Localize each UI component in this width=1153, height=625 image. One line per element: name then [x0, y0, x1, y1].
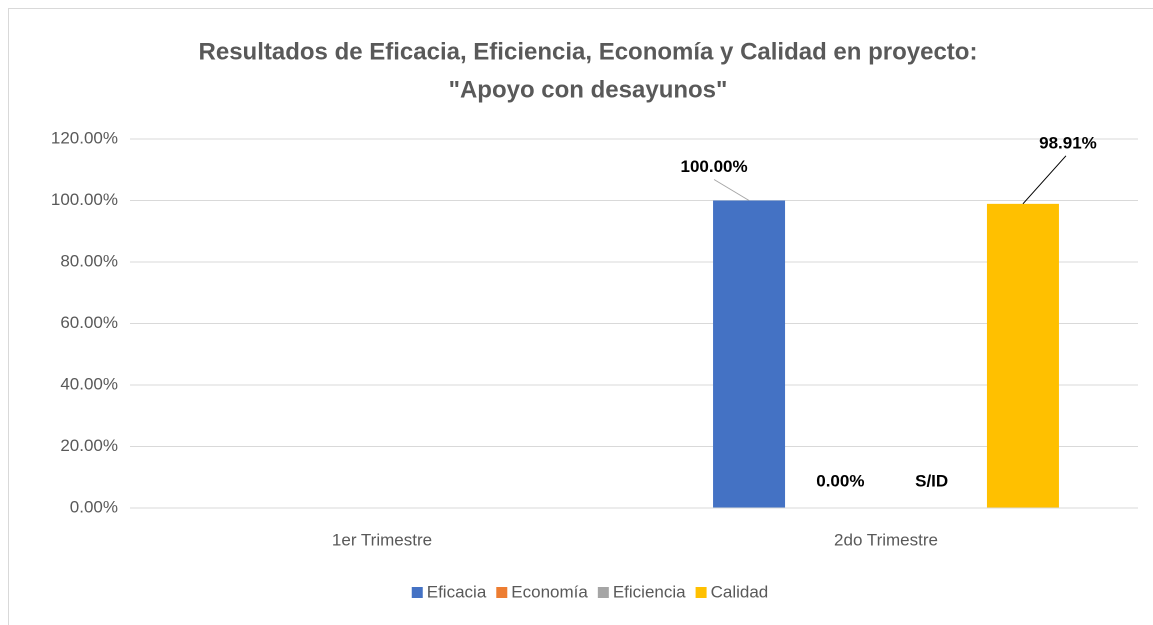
legend-swatch	[496, 587, 508, 598]
legend-label: Eficiencia	[613, 582, 686, 601]
y-tick-label: 80.00%	[60, 251, 118, 270]
legend-swatch	[695, 587, 707, 598]
x-tick-label: 2do Trimestre	[834, 530, 938, 549]
data-label: S/ID	[915, 471, 948, 490]
y-tick-label: 120.00%	[51, 128, 118, 147]
data-label: 0.00%	[816, 471, 864, 490]
data-label: 98.91%	[1039, 133, 1097, 152]
leader-line	[713, 179, 750, 201]
legend-label: Eficacia	[427, 582, 487, 601]
y-tick-label: 0.00%	[70, 497, 118, 516]
y-tick-label: 60.00%	[60, 313, 118, 332]
legend-swatch	[597, 587, 609, 598]
y-tick-label: 100.00%	[51, 190, 118, 209]
data-label: 100.00%	[680, 157, 747, 176]
chart-title: Resultados de Eficacia, Eficiencia, Econ…	[199, 38, 978, 65]
bar	[713, 200, 786, 508]
legend-label: Calidad	[711, 582, 769, 601]
y-tick-label: 20.00%	[60, 436, 118, 455]
chart-border	[8, 8, 1153, 625]
leader-line	[1022, 155, 1067, 205]
legend-swatch	[411, 587, 423, 598]
chart-title: "Apoyo con desayunos"	[449, 76, 728, 103]
legend-label: Economía	[511, 582, 588, 601]
x-tick-label: 1er Trimestre	[332, 530, 432, 549]
y-tick-label: 40.00%	[60, 374, 118, 393]
bar	[986, 203, 1059, 508]
